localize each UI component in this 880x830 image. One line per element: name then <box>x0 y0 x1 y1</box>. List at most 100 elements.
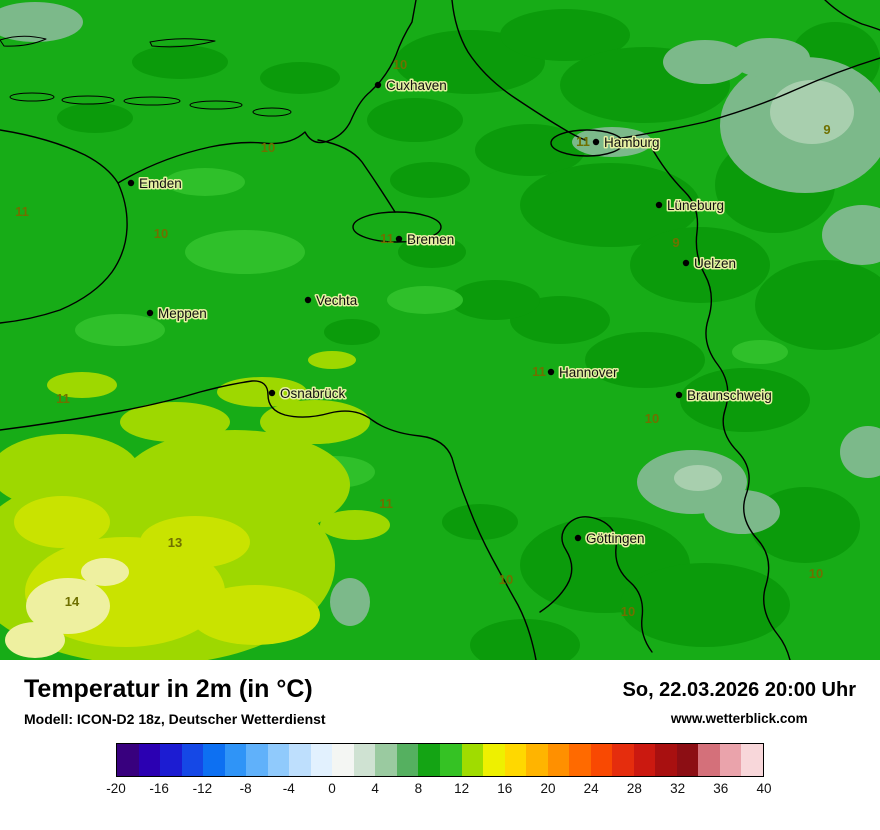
title-block: Temperatur in 2m (in °C) Modell: ICON-D2… <box>24 675 326 727</box>
city-marker: Lüneburg <box>655 197 726 215</box>
model-info: Modell: ICON-D2 18z, Deutscher Wetterdie… <box>24 711 326 727</box>
city-dot <box>395 235 403 243</box>
city-dot <box>374 81 382 89</box>
pale-yellow-patches <box>5 558 129 658</box>
temperature-value: 10 <box>499 572 513 587</box>
scale-tick-label: 16 <box>497 781 513 796</box>
temperature-value: 11 <box>532 364 546 379</box>
scale-tick-label: -12 <box>192 781 213 796</box>
scale-segment <box>246 744 268 776</box>
temperature-value: 11 <box>380 231 394 246</box>
city-dot <box>146 309 154 317</box>
scale-tick-label: -20 <box>106 781 126 796</box>
scale-tick-label: 20 <box>540 781 556 796</box>
scale-segment <box>117 744 139 776</box>
city-label: Lüneburg <box>667 198 724 213</box>
temperature-value: 13 <box>168 535 182 550</box>
city-markers: Cuxhaven Hamburg Emden Lüneburg Bremen Uelzen… <box>127 77 773 548</box>
scale-segment <box>353 744 376 776</box>
temperature-value: 10 <box>621 604 635 619</box>
city-dot <box>268 389 276 397</box>
city-marker: Cuxhaven <box>374 77 448 95</box>
city-marker: Emden <box>127 175 183 193</box>
website-text: www.wetterblick.com <box>670 711 808 726</box>
city-dot <box>127 179 135 187</box>
temperature-value: 10 <box>809 566 823 581</box>
scale-segment <box>461 744 484 776</box>
color-scale: -20 -16 -12 -8 -4 0 4 8 12 16 20 24 28 32 36 40 <box>106 743 772 801</box>
scale-segment <box>375 744 397 776</box>
scale-tick-label: 36 <box>713 781 729 796</box>
city-label: Meppen <box>158 306 207 321</box>
forecast-datetime: So, 22.03.2026 20:00 Uhr <box>622 679 856 701</box>
scale-tick-label: -4 <box>282 781 295 796</box>
scale-tick-label: 0 <box>328 781 336 796</box>
scale-tick-label: 4 <box>371 781 379 796</box>
scale-segment <box>396 744 419 776</box>
city-label: Emden <box>139 176 182 191</box>
scale-segment <box>698 744 720 776</box>
scale-tick-label: 40 <box>756 781 772 796</box>
city-marker: Göttingen <box>574 530 646 548</box>
city-dot <box>655 201 663 209</box>
temperature-values: 10 11 9 10 11 10 11 9 11 11 10 11 13 14 10 10 10 <box>15 57 830 619</box>
scale-segment <box>203 744 225 776</box>
scale-segment <box>655 744 677 776</box>
scale-segment <box>224 744 247 776</box>
city-label: Osnabrück <box>280 386 346 401</box>
city-label: Göttingen <box>586 531 645 546</box>
city-marker: Hannover <box>547 364 620 382</box>
datetime-block: So, 22.03.2026 20:00 Uhr www.wetterblick… <box>623 675 856 726</box>
color-scale-bar <box>116 743 764 777</box>
city-label: Cuxhaven <box>386 78 447 93</box>
scale-segment <box>310 744 333 776</box>
scale-tick-label: 8 <box>414 781 423 796</box>
scale-segment <box>741 744 763 776</box>
weather-map: 10 11 9 10 11 10 11 9 11 11 10 11 13 14 10 10 10 Cuxhave… <box>0 0 880 660</box>
scale-segment <box>590 744 613 776</box>
city-dot <box>675 391 683 399</box>
city-dot <box>592 138 600 146</box>
scale-segment <box>526 744 548 776</box>
scale-segment <box>439 744 462 776</box>
scale-segment <box>418 744 440 776</box>
temperature-value: 10 <box>154 226 168 241</box>
scale-segment <box>181 744 204 776</box>
scale-segment <box>612 744 634 776</box>
scale-tick-label: 24 <box>583 781 599 796</box>
city-marker: Vechta <box>304 292 359 310</box>
scale-segment <box>289 744 311 776</box>
border-lines <box>0 0 880 660</box>
color-scale-ticks: -20 -16 -12 -8 -4 0 4 8 12 16 20 24 28 32 36 40 <box>106 781 771 801</box>
city-label: Hamburg <box>604 135 660 150</box>
page-title: Temperatur in 2m (in °C) <box>24 675 313 703</box>
scale-segment <box>138 744 161 776</box>
city-marker: Meppen <box>146 305 208 323</box>
temperature-value: 10 <box>645 411 659 426</box>
map-footer: Temperatur in 2m (in °C) Modell: ICON-D2… <box>0 660 880 830</box>
temperature-value: 10 <box>261 140 275 155</box>
city-dot <box>304 296 312 304</box>
temperature-value: 9 <box>672 235 679 250</box>
scale-tick-label: -8 <box>239 781 252 796</box>
light-green-patches <box>75 168 788 488</box>
scale-segment <box>547 744 570 776</box>
map-area: 10 11 9 10 11 10 11 9 11 11 10 11 13 14 10 10 10 Cuxhave… <box>0 0 880 660</box>
scale-segment <box>160 744 182 776</box>
city-label: Braunschweig <box>687 388 772 403</box>
city-marker: Braunschweig <box>675 387 773 405</box>
city-marker: Osnabrück <box>268 385 347 403</box>
city-dot <box>682 259 690 267</box>
temperature-value: 11 <box>379 496 393 511</box>
temperature-value: 11 <box>576 134 590 149</box>
footer-header: Temperatur in 2m (in °C) Modell: ICON-D2… <box>0 660 880 727</box>
city-label: Vechta <box>316 293 358 308</box>
scale-tick-label: 32 <box>670 781 686 796</box>
scale-segment <box>267 744 290 776</box>
scale-segment <box>719 744 742 776</box>
city-dot <box>547 368 555 376</box>
temperature-value: 14 <box>65 594 80 609</box>
scale-segment <box>483 744 505 776</box>
scale-segment <box>633 744 656 776</box>
